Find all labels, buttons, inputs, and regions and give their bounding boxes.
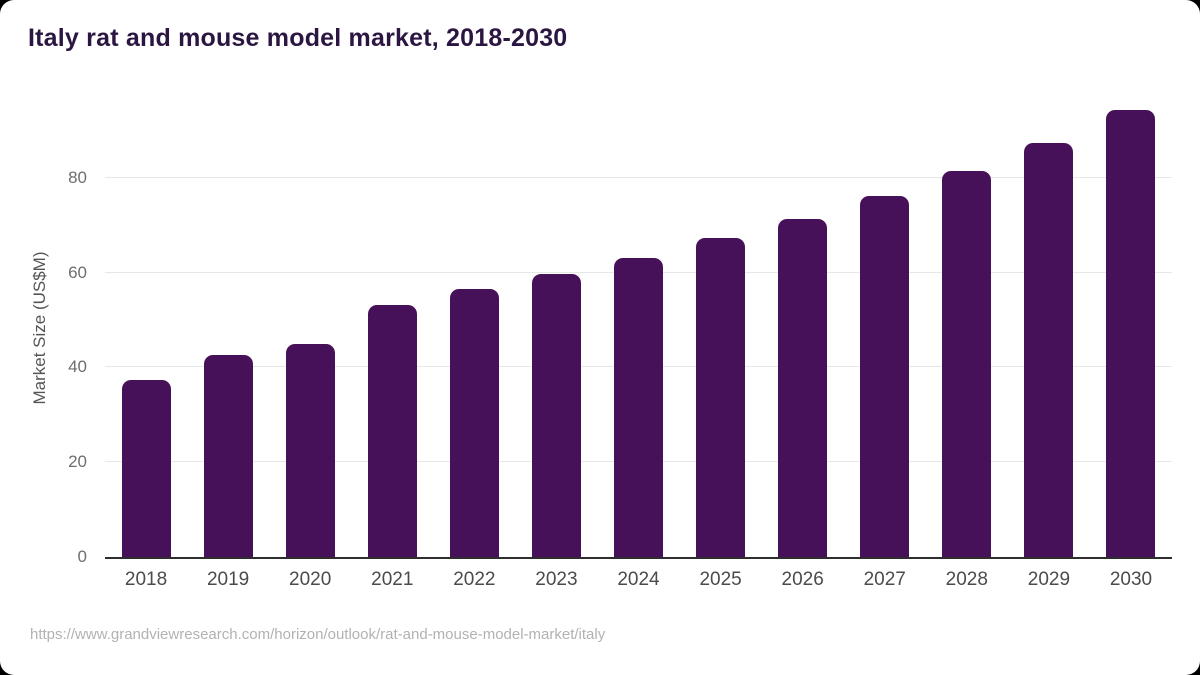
bar-slot-2025: 2025 <box>680 100 762 590</box>
x-tick-label-2019: 2019 <box>206 569 250 590</box>
bar-slot-2027: 2027 <box>844 100 926 590</box>
bars-container: 2018 2019 2020 2021 2022 2023 2024 2025 2026 2027… <box>105 100 1172 590</box>
bar-slot-2026: 2026 <box>762 100 844 590</box>
bar-slot-2020: 2020 <box>269 100 351 590</box>
bar-2028[interactable] <box>942 170 992 557</box>
chart-title: Italy rat and mouse model market, 2018-2… <box>28 24 568 52</box>
bar-slot-2024: 2024 <box>597 100 679 590</box>
bar-slot-2030: 2030 <box>1090 100 1172 590</box>
x-tick-label-2023: 2023 <box>535 569 578 590</box>
x-tick-label-2021: 2021 <box>371 569 414 590</box>
x-tick-label-2020: 2020 <box>289 569 332 590</box>
bar-slot-2028: 2028 <box>926 100 1008 590</box>
bar-slot-2029: 2029 <box>1008 100 1090 590</box>
y-tick-label-80: 80 <box>68 167 87 187</box>
bar-2024[interactable] <box>614 257 663 557</box>
bar-2019[interactable] <box>203 354 253 557</box>
x-tick-label-2024: 2024 <box>617 569 660 590</box>
bar-2027[interactable] <box>860 195 910 557</box>
x-tick-label-2030: 2030 <box>1109 569 1153 590</box>
x-tick-label-2022: 2022 <box>453 569 496 590</box>
x-tick-label-2029: 2029 <box>1027 569 1071 590</box>
bar-2022[interactable] <box>449 289 499 557</box>
bar-slot-2022: 2022 <box>433 100 515 590</box>
plot-area: 2018 2019 2020 2021 2022 2023 2024 2025 2026 2027… <box>105 100 1172 590</box>
bar-slot-2021: 2021 <box>351 100 433 590</box>
bar-slot-2019: 2019 <box>187 100 269 590</box>
y-tick-label-20: 20 <box>68 452 87 472</box>
x-tick-label-2025: 2025 <box>699 569 742 590</box>
x-tick-label-2018: 2018 <box>124 569 168 590</box>
bar-2030[interactable] <box>1106 110 1156 557</box>
bar-2023[interactable] <box>531 274 581 557</box>
x-tick-label-2027: 2027 <box>863 569 906 590</box>
bar-2021[interactable] <box>367 304 417 557</box>
y-tick-label-60: 60 <box>68 262 87 282</box>
y-tick-label-40: 40 <box>68 357 87 377</box>
bar-2025[interactable] <box>696 238 746 557</box>
bar-2018[interactable] <box>121 379 171 557</box>
bar-slot-2023: 2023 <box>515 100 597 590</box>
bar-slot-2018: 2018 <box>105 100 187 590</box>
gridline-y-80 <box>105 176 1172 178</box>
bar-2026[interactable] <box>778 218 828 557</box>
y-tick-label-0: 0 <box>77 547 87 566</box>
bar-2020[interactable] <box>285 344 335 557</box>
source-url: https://www.grandviewresearch.com/horizo… <box>30 626 606 643</box>
x-tick-label-2028: 2028 <box>945 569 988 590</box>
bar-2029[interactable] <box>1024 143 1074 557</box>
x-tick-label-2026: 2026 <box>781 569 824 590</box>
y-axis-tick-labels: 0 20 40 60 80 <box>0 100 97 566</box>
